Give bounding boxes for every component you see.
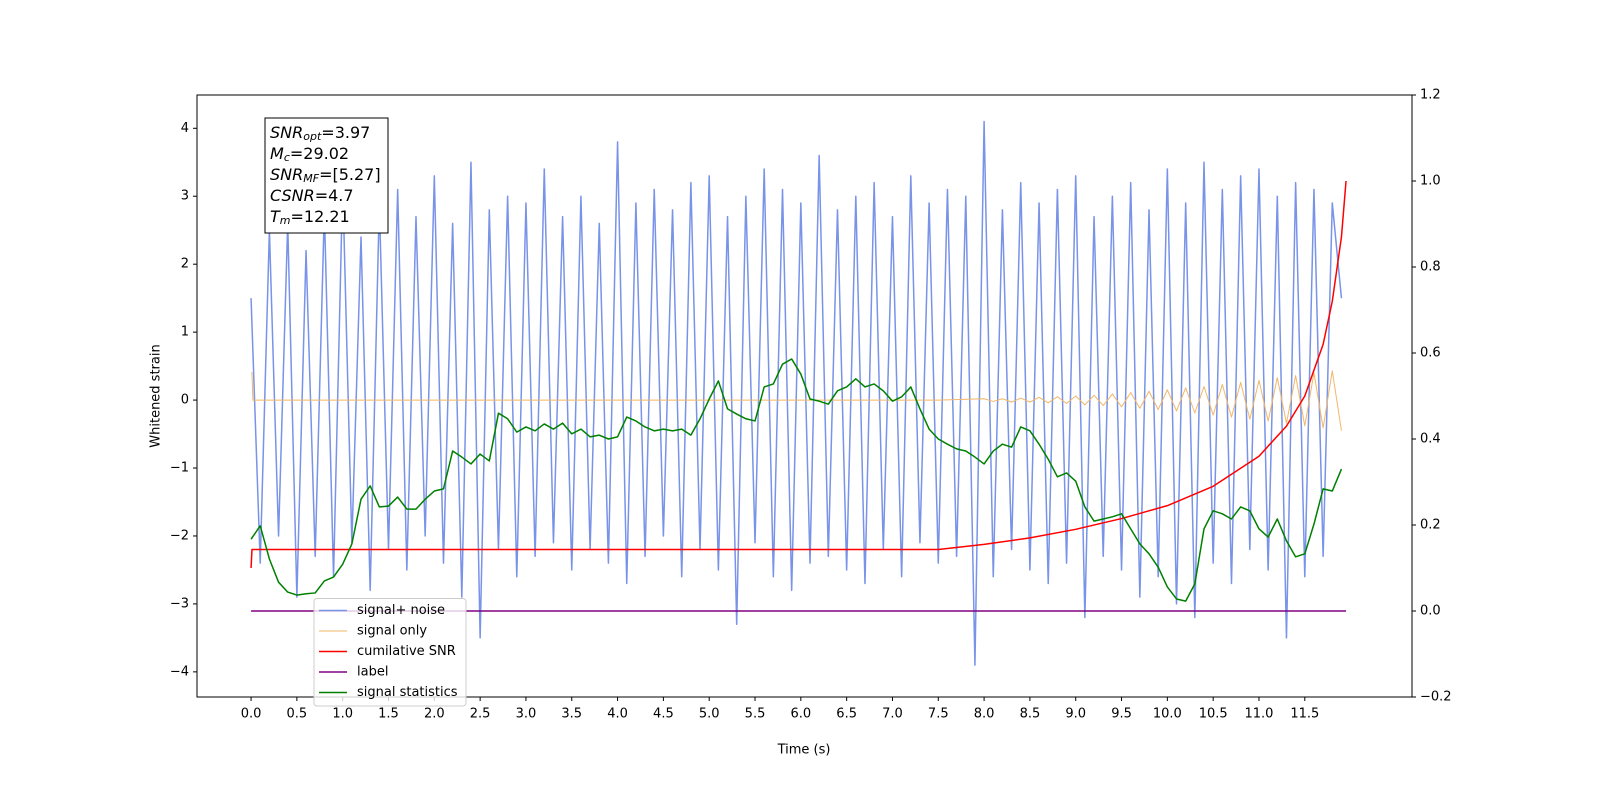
annotation-base: SNR [270,123,303,142]
series-line [250,180,1347,569]
x-tick-label: 9.5 [1111,707,1132,722]
annotation-line: SNRopt=3.97 [270,123,370,144]
x-tick-label: 3.0 [516,707,537,722]
annotation-text: =12.21 [291,207,350,226]
annotation-text: =29.02 [290,144,349,163]
legend-label: signal+ noise [357,603,445,618]
annotation-base: SNR [270,165,303,184]
y2-tick-label: 0.4 [1420,432,1441,447]
x-tick-label: 6.5 [836,707,857,722]
annotation-line: Mc=29.02 [270,144,349,165]
series-line [250,120,1343,666]
legend-label: label [357,665,388,680]
x-tick-label: 2.5 [470,707,491,722]
legend-label: signal only [357,624,427,639]
annotation-line: SNRMF=[5.27] [270,165,381,186]
series-line [250,358,1343,602]
x-tick-label: 4.5 [653,707,674,722]
y-tick-label: −4 [170,664,189,679]
x-tick-label: 7.0 [882,707,903,722]
x-tick-label: 8.0 [974,707,995,722]
x-tick-label: 11.5 [1290,707,1319,722]
x-tick-label: 0.5 [287,707,308,722]
x-tick-label: 3.5 [561,707,582,722]
x-tick-label: 5.0 [699,707,720,722]
y2-tick-label: 0.2 [1420,518,1441,533]
annotation-text: =4.7 [315,186,354,205]
x-tick-label: 8.5 [1020,707,1041,722]
axes-frame [196,94,1413,698]
x-tick-label: 4.0 [607,707,628,722]
x-tick-label: 1.5 [378,707,399,722]
annotation-sub: c [284,151,290,164]
y-tick-label: 1 [181,325,189,340]
x-tick-label: 9.0 [1065,707,1086,722]
annotation-base: T [270,207,281,226]
x-tick-label: 10.0 [1153,707,1182,722]
legend-label: cumilative SNR [357,644,456,659]
x-axis-label: Time (s) [777,743,831,758]
annotation-text: =[5.27] [319,165,381,184]
annotation-base: M [270,144,284,163]
y-tick-label: −1 [170,461,189,476]
y2-tick-label: 1.0 [1420,174,1441,189]
y-tick-label: −3 [170,596,189,611]
series-line [251,370,1342,431]
x-tick-label: 5.5 [745,707,766,722]
x-tick-label: 1.0 [332,707,353,722]
annotation-base: CSNR [270,186,315,205]
y-tick-label: 2 [181,257,189,272]
annotation-sub: MF [303,172,319,185]
x-tick-label: 7.5 [928,707,949,722]
y-tick-label: 0 [181,393,189,408]
legend-box [313,598,467,707]
y2-tick-label: 0.8 [1420,260,1441,275]
x-tick-label: 6.0 [790,707,811,722]
x-tick-label: 11.0 [1245,707,1274,722]
y2-tick-label: 0.6 [1420,346,1441,361]
annotation-line: CSNR=4.7 [270,186,354,205]
x-tick-label: 10.5 [1199,707,1228,722]
annotation-sub: m [280,214,291,227]
x-tick-label: 0.0 [241,707,262,722]
y-axis-label: Whitened strain [149,344,164,447]
y-tick-label: 4 [181,121,189,136]
y2-tick-label: 1.2 [1420,88,1441,103]
y-tick-label: −2 [170,528,189,543]
y-tick-label: 3 [181,189,189,204]
y2-tick-label: −0.2 [1420,690,1452,705]
x-tick-label: 2.0 [424,707,445,722]
annotation-box [264,117,389,234]
annotation-line: Tm=12.21 [270,207,350,228]
annotation-sub: opt [303,130,322,143]
legend-label: signal statistics [357,685,458,700]
annotation-text: =3.97 [321,123,370,142]
y2-tick-label: 0.0 [1420,604,1441,619]
